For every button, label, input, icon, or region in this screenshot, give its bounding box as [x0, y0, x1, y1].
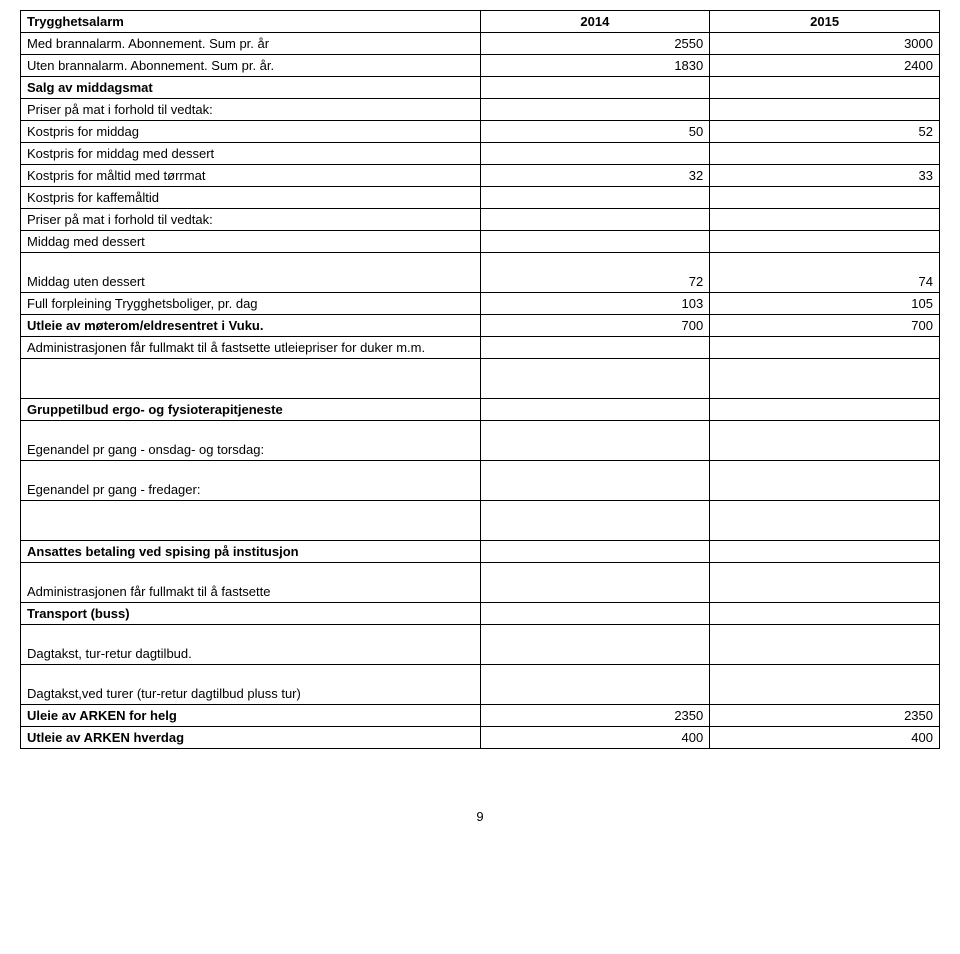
- header-year1: 2014: [480, 11, 710, 33]
- blank: [480, 501, 710, 541]
- row-val1: [480, 143, 710, 165]
- blank: [480, 563, 710, 603]
- blank: [480, 541, 710, 563]
- header-year2: 2015: [710, 11, 940, 33]
- row-val2: [710, 99, 940, 121]
- row-val1: [480, 77, 710, 99]
- row-label: Priser på mat i forhold til vedtak:: [21, 209, 481, 231]
- row-val1: 700: [480, 315, 710, 337]
- blank: [480, 461, 710, 501]
- blank: [710, 421, 940, 461]
- row-val2: [710, 209, 940, 231]
- blank: [480, 665, 710, 705]
- row-val2: [710, 77, 940, 99]
- row-val2: [710, 231, 940, 253]
- blank: [480, 421, 710, 461]
- row-val1: [480, 231, 710, 253]
- row-label: Kostpris for middag med dessert: [21, 143, 481, 165]
- row-label: Transport (buss): [21, 603, 481, 625]
- row-val1: 1830: [480, 55, 710, 77]
- row-val1: 50: [480, 121, 710, 143]
- row-val1: [480, 209, 710, 231]
- row-label: Kostpris for middag: [21, 121, 481, 143]
- row-val1: [480, 187, 710, 209]
- row-val1: 103: [480, 293, 710, 315]
- row-val1: [480, 99, 710, 121]
- row-label: Med brannalarm. Abonnement. Sum pr. år: [21, 33, 481, 55]
- blank: [710, 359, 940, 399]
- blank: [710, 563, 940, 603]
- blank: [710, 399, 940, 421]
- row-val2: [710, 337, 940, 359]
- row-label: Kostpris for måltid med tørrmat: [21, 165, 481, 187]
- blank: [480, 399, 710, 421]
- blank: [710, 603, 940, 625]
- row-val1: [480, 337, 710, 359]
- row-label: Middag uten dessert: [21, 253, 481, 293]
- row-val2: 3000: [710, 33, 940, 55]
- row-label: Egenandel pr gang - onsdag- og torsdag:: [21, 421, 481, 461]
- row-val2: [710, 187, 940, 209]
- row-val2: 2350: [710, 705, 940, 727]
- row-val1: 2550: [480, 33, 710, 55]
- row-val2: 33: [710, 165, 940, 187]
- row-val1: 2350: [480, 705, 710, 727]
- blank: [480, 359, 710, 399]
- blank: [480, 603, 710, 625]
- row-label: Dagtakst, tur-retur dagtilbud.: [21, 625, 481, 665]
- blank: [710, 625, 940, 665]
- row-val2: 700: [710, 315, 940, 337]
- blank: [21, 359, 481, 399]
- row-val2: 52: [710, 121, 940, 143]
- blank: [21, 501, 481, 541]
- row-label: Middag med dessert: [21, 231, 481, 253]
- row-label: Priser på mat i forhold til vedtak:: [21, 99, 481, 121]
- row-label: Salg av middagsmat: [21, 77, 481, 99]
- header-title: Trygghetsalarm: [21, 11, 481, 33]
- row-val1: 72: [480, 253, 710, 293]
- pricing-table: Trygghetsalarm20142015 Med brannalarm. Ab…: [20, 10, 940, 749]
- row-val2: 400: [710, 727, 940, 749]
- row-label: Administrasjonen får fullmakt til å fast…: [21, 337, 481, 359]
- row-val1: 400: [480, 727, 710, 749]
- row-label: Uleie av ARKEN for helg: [21, 705, 481, 727]
- row-val2: [710, 143, 940, 165]
- row-label: Utleie av ARKEN hverdag: [21, 727, 481, 749]
- blank: [710, 501, 940, 541]
- row-val2: 2400: [710, 55, 940, 77]
- row-val2: 74: [710, 253, 940, 293]
- row-label: Administrasjonen får fullmakt til å fast…: [21, 563, 481, 603]
- blank: [480, 625, 710, 665]
- section-title: Gruppetilbud ergo- og fysioterapitjenest…: [21, 399, 481, 421]
- section-title: Ansattes betaling ved spising på institu…: [21, 541, 481, 563]
- row-val2: 105: [710, 293, 940, 315]
- row-label: Egenandel pr gang - fredager:: [21, 461, 481, 501]
- row-label: Full forpleining Trygghetsboliger, pr. d…: [21, 293, 481, 315]
- row-label: Uten brannalarm. Abonnement. Sum pr. år.: [21, 55, 481, 77]
- row-label: Dagtakst,ved turer (tur-retur dagtilbud …: [21, 665, 481, 705]
- row-label: Kostpris for kaffemåltid: [21, 187, 481, 209]
- blank: [710, 665, 940, 705]
- page-number: 9: [20, 809, 940, 824]
- blank: [710, 541, 940, 563]
- blank: [710, 461, 940, 501]
- row-val1: 32: [480, 165, 710, 187]
- row-label: Utleie av møterom/eldresentret i Vuku.: [21, 315, 481, 337]
